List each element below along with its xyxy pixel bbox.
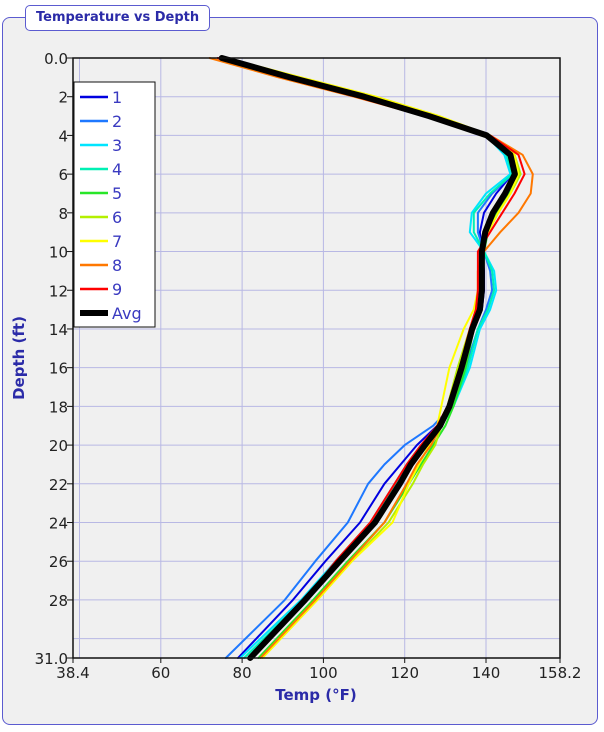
legend-label-2: 2 bbox=[112, 112, 122, 131]
legend-label-7: 7 bbox=[112, 232, 122, 251]
y-tick-label: 12 bbox=[49, 282, 68, 300]
y-tick-label: 18 bbox=[49, 398, 68, 416]
y-tick-label: 20 bbox=[49, 437, 68, 455]
legend-label-avg: Avg bbox=[112, 304, 142, 323]
y-tick-label: 6 bbox=[58, 166, 68, 184]
y-tick-label: 4 bbox=[58, 127, 68, 145]
x-tick-label: 80 bbox=[233, 664, 252, 682]
legend-label-6: 6 bbox=[112, 208, 122, 227]
y-tick-label: 31.0 bbox=[35, 650, 68, 668]
x-tick-label: 38.4 bbox=[56, 664, 89, 682]
x-tick-label: 60 bbox=[151, 664, 170, 682]
y-tick-label: 28 bbox=[49, 592, 68, 610]
legend-label-5: 5 bbox=[112, 184, 122, 203]
legend-label-9: 9 bbox=[112, 280, 122, 299]
legend-label-8: 8 bbox=[112, 256, 122, 275]
y-tick-label: 2 bbox=[58, 89, 68, 107]
x-tick-label: 100 bbox=[309, 664, 338, 682]
plot-area-border bbox=[72, 57, 561, 659]
series-line-6 bbox=[224, 57, 522, 659]
y-tick-label: 10 bbox=[49, 244, 68, 262]
axis-ticks: 38.4 60 80 100 120 140 158.20.0246810121416182… bbox=[35, 50, 582, 682]
x-tick-label: 140 bbox=[472, 664, 501, 682]
series-line-9 bbox=[216, 57, 526, 659]
legend: 1 2 3 4 5 6 7 8 9 Avg bbox=[73, 81, 156, 328]
y-axis-label: Depth (ft) bbox=[10, 316, 28, 400]
y-tick-label: 16 bbox=[49, 360, 68, 378]
y-tick-label: 8 bbox=[58, 205, 68, 223]
series-lines bbox=[208, 55, 534, 661]
series-line-8 bbox=[208, 57, 534, 659]
y-tick-label: 24 bbox=[49, 515, 68, 533]
legend-label-1: 1 bbox=[112, 88, 122, 107]
legend-label-3: 3 bbox=[112, 136, 122, 155]
y-tick-label: 22 bbox=[49, 476, 68, 494]
legend-label-4: 4 bbox=[112, 160, 122, 179]
panel-title: Temperature vs Depth bbox=[25, 5, 211, 31]
series-line-5 bbox=[220, 57, 520, 659]
series-line-avg bbox=[218, 55, 518, 661]
legend-box bbox=[73, 81, 156, 328]
y-tick-label: 26 bbox=[49, 553, 68, 571]
x-axis-label: Temp (°F) bbox=[275, 686, 356, 704]
x-tick-label: 158.2 bbox=[539, 664, 582, 682]
x-tick-label: 120 bbox=[390, 664, 419, 682]
y-tick-label: 14 bbox=[49, 321, 68, 339]
y-tick-label: 0.0 bbox=[44, 50, 68, 68]
series-line-7 bbox=[224, 57, 520, 659]
